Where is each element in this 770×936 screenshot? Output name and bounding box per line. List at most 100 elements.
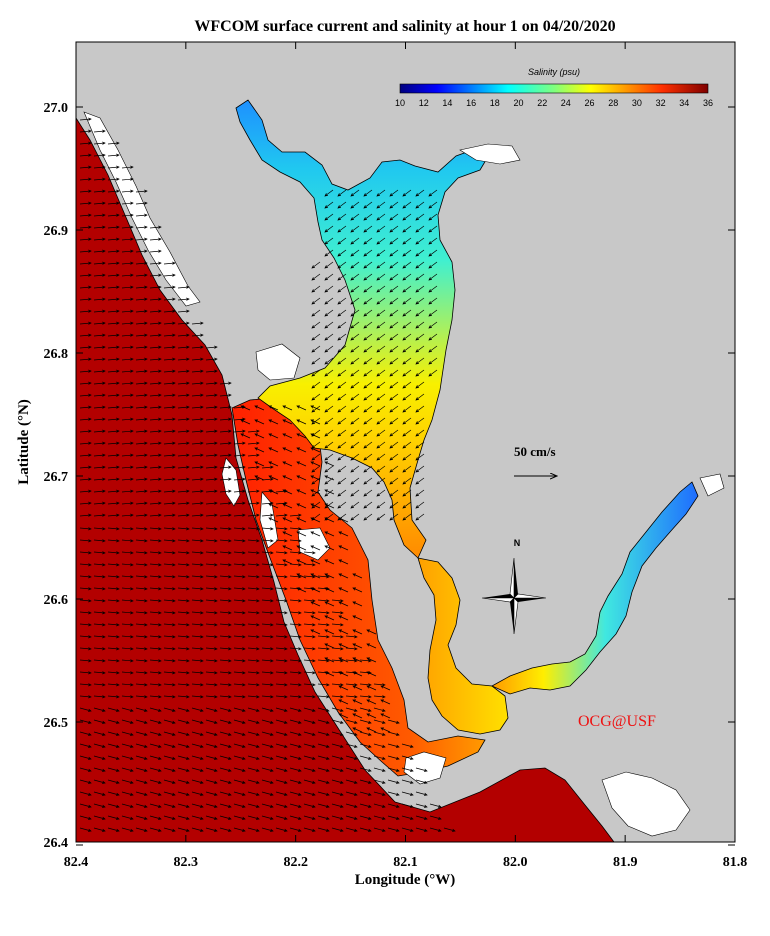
current-vector: [261, 791, 274, 796]
current-vector: [247, 671, 260, 675]
current-vector: [149, 297, 162, 301]
current-vector: [338, 587, 349, 593]
current-vector: [376, 345, 386, 353]
current-vector: [107, 405, 120, 409]
current-vector: [79, 225, 92, 229]
current-vector: [350, 429, 360, 437]
current-vector: [289, 539, 302, 543]
current-vector: [107, 647, 120, 651]
current-vector: [345, 827, 358, 832]
current-vector: [296, 545, 307, 551]
current-vector: [107, 417, 120, 421]
current-vector: [311, 285, 321, 293]
current-vector: [121, 405, 134, 409]
current-vector: [389, 249, 399, 257]
current-vector: [415, 489, 425, 497]
current-vector: [402, 369, 412, 377]
current-vector: [401, 815, 414, 820]
current-vector: [324, 559, 335, 565]
current-vector: [282, 475, 293, 481]
current-vector: [79, 117, 92, 121]
current-vector: [107, 441, 120, 445]
current-vector: [303, 659, 316, 663]
current-vector: [247, 683, 260, 687]
current-vector: [338, 699, 349, 705]
current-vector: [415, 249, 425, 257]
current-vector: [350, 393, 360, 401]
current-vector: [359, 803, 372, 808]
current-vector: [303, 707, 316, 712]
current-vector: [135, 369, 148, 373]
current-vector: [79, 647, 92, 651]
current-vector: [331, 719, 344, 724]
current-vector: [191, 683, 204, 687]
current-vector: [233, 695, 246, 699]
current-vector: [163, 333, 176, 337]
y-tick-label: 26.5: [44, 716, 69, 731]
current-vector: [428, 189, 438, 197]
current-vector: [415, 815, 428, 820]
colorbar-tick-label: 16: [466, 98, 476, 108]
current-vector: [389, 453, 399, 461]
current-vector: [387, 815, 400, 820]
current-vector: [337, 285, 347, 293]
current-vector: [177, 695, 190, 699]
current-vector: [247, 827, 260, 832]
current-vector: [121, 189, 134, 193]
current-vector: [149, 815, 162, 820]
current-vector: [135, 429, 148, 433]
current-vector: [79, 273, 92, 277]
current-vector: [363, 489, 373, 497]
current-vector: [429, 803, 442, 808]
current-vector: [107, 477, 120, 481]
current-vector: [275, 513, 288, 517]
current-vector: [376, 249, 386, 257]
current-vector: [363, 393, 373, 401]
current-vector: [376, 465, 386, 473]
current-vector: [79, 357, 92, 361]
current-vector: [233, 755, 246, 760]
current-vector: [268, 447, 279, 453]
current-vector: [402, 273, 412, 281]
current-vector: [121, 731, 134, 736]
current-vector: [79, 611, 92, 615]
current-vector: [205, 393, 218, 397]
y-axis-title: Latitude (°N): [16, 399, 32, 485]
current-vector: [387, 755, 400, 760]
current-vector: [376, 477, 386, 485]
current-vector: [107, 803, 120, 808]
current-vector: [219, 815, 232, 820]
current-vector: [233, 791, 246, 796]
current-vector: [93, 563, 106, 567]
current-vector: [163, 575, 176, 579]
current-vector: [359, 827, 372, 832]
current-vector: [350, 225, 360, 233]
current-vector: [350, 285, 360, 293]
current-vector: [289, 611, 302, 615]
current-vector: [402, 441, 412, 449]
current-vector: [177, 539, 190, 543]
current-vector: [219, 393, 232, 397]
current-vector: [233, 551, 246, 555]
current-vector: [363, 357, 373, 365]
current-vector: [428, 333, 438, 341]
current-vector: [376, 393, 386, 401]
current-vector: [324, 573, 335, 579]
current-vector: [121, 321, 134, 325]
current-vector: [121, 587, 134, 591]
current-vector: [93, 417, 106, 421]
current-vector: [345, 743, 358, 748]
current-vector: [121, 369, 134, 373]
current-vector: [121, 417, 134, 421]
current-vector: [177, 405, 190, 409]
current-vector: [324, 405, 334, 413]
current-vector: [389, 285, 399, 293]
current-vector: [415, 189, 425, 197]
current-vector: [324, 201, 334, 209]
current-vector: [402, 225, 412, 233]
current-vector: [337, 465, 347, 473]
current-vector: [107, 719, 120, 724]
current-vector: [79, 731, 92, 736]
current-vector: [219, 731, 232, 736]
current-vector: [93, 153, 106, 157]
